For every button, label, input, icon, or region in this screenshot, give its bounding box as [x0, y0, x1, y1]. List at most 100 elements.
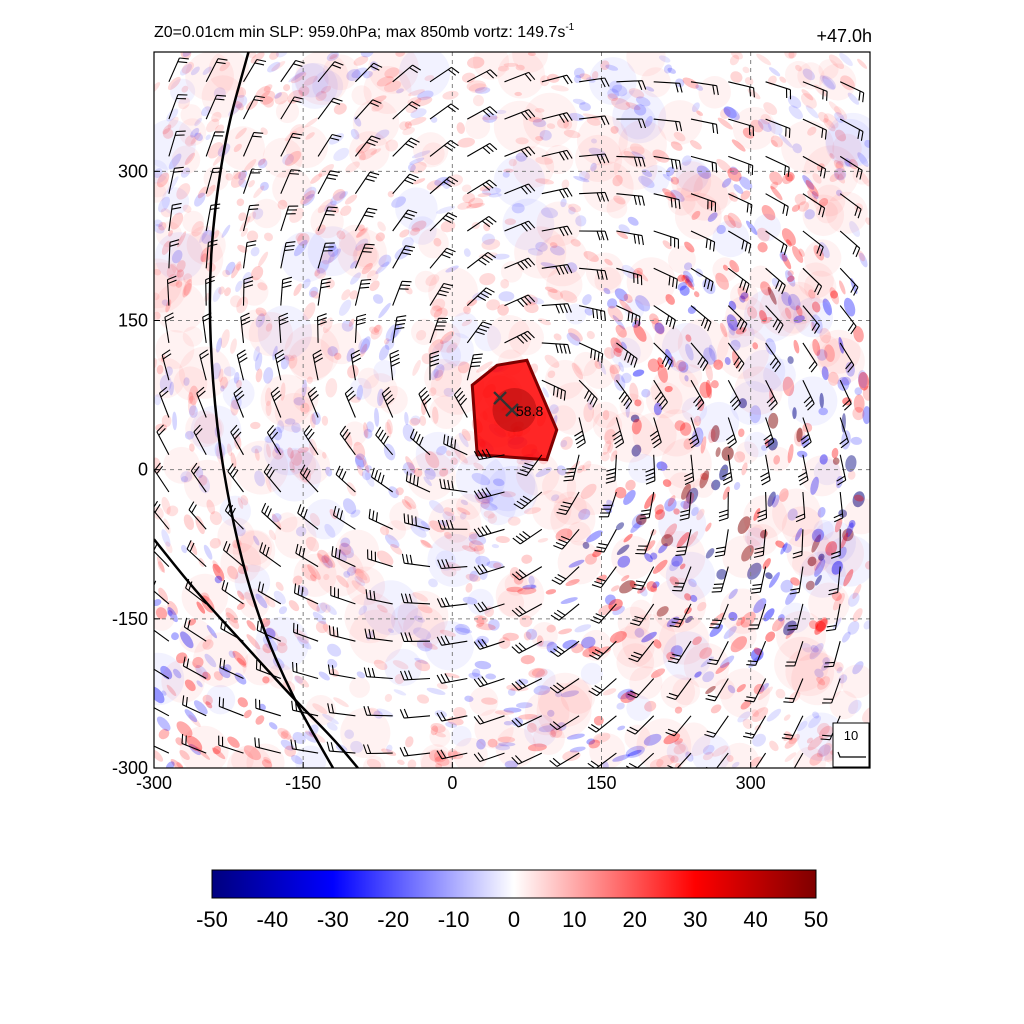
- vorticity-cell: [649, 313, 660, 325]
- vorticity-cell: [814, 574, 822, 586]
- vorticity-cell: [361, 262, 373, 275]
- vorticity-cell: [590, 162, 597, 172]
- chart-title: Z0=0.01cm min SLP: 959.0hPa; max 850mb v…: [154, 22, 574, 42]
- vorticity-cell: [585, 553, 597, 565]
- vorticity-cell: [494, 109, 507, 115]
- vorticity-cell: [189, 443, 195, 452]
- vorticity-cell: [610, 337, 623, 353]
- vorticity-cell: [412, 178, 426, 185]
- vorticity-cell: [834, 517, 843, 533]
- vorticity-cell: [235, 127, 247, 140]
- vorticity-cell: [339, 543, 354, 559]
- vorticity-cell: [259, 703, 266, 711]
- vorticity-cell: [369, 326, 380, 335]
- vorticity-cell: [435, 763, 443, 768]
- vorticity-cell: [340, 205, 352, 217]
- vorticity-cell: [206, 499, 216, 515]
- vorticity-cell: [276, 635, 288, 647]
- vorticity-cell: [227, 565, 239, 580]
- vorticity-cell: [471, 472, 491, 486]
- vorticity-cell: [858, 372, 870, 391]
- vorticity-cell: [393, 689, 407, 696]
- vorticity-cell: [457, 507, 471, 515]
- vorticity-cell: [266, 443, 271, 458]
- vorticity-cell: [615, 324, 627, 338]
- vorticity-cell: [473, 545, 485, 555]
- vorticity-cell: [154, 292, 160, 301]
- vorticity-cell: [607, 298, 618, 309]
- vorticity-cell: [671, 554, 683, 567]
- vorticity-cell: [621, 575, 630, 582]
- vorticity-cell: [848, 699, 862, 715]
- vorticity-cell: [254, 470, 265, 487]
- chart-title-unit-exponent: -1: [565, 22, 575, 33]
- vorticity-cell: [536, 635, 544, 647]
- vorticity-wash: [237, 530, 272, 566]
- vorticity-cell: [662, 479, 672, 487]
- vorticity-cell: [632, 369, 645, 377]
- vorticity-cell: [154, 268, 162, 276]
- vorticity-cell: [413, 96, 433, 107]
- vorticity-cell: [456, 627, 473, 634]
- vorticity-cell: [731, 139, 746, 152]
- vorticity-cell: [757, 119, 772, 132]
- vorticity-cell: [760, 316, 773, 324]
- vorticity-cell: [686, 531, 699, 548]
- vorticity-cell: [696, 508, 705, 521]
- vorticity-cell: [616, 230, 629, 240]
- vorticity-cell: [194, 192, 206, 207]
- vorticity-cell: [230, 399, 239, 416]
- vorticity-wash: [677, 318, 730, 370]
- vorticity-cell: [516, 702, 533, 709]
- vorticity-cell: [468, 83, 488, 94]
- vorticity-cell: [168, 153, 182, 170]
- vorticity-cell: [386, 744, 393, 753]
- vorticity-cell: [366, 758, 382, 768]
- vorticity-cell: [430, 725, 439, 736]
- vorticity-cell: [730, 52, 743, 60]
- vorticity-cell: [814, 618, 828, 635]
- vorticity-cell: [832, 617, 842, 630]
- vorticity-wash: [793, 746, 826, 768]
- vorticity-cell: [176, 260, 186, 273]
- vorticity-cell: [405, 456, 416, 474]
- vorticity-cell: [633, 324, 647, 342]
- vorticity-cell: [607, 443, 614, 454]
- vorticity-cell: [166, 684, 177, 697]
- vorticity-cell: [834, 129, 847, 142]
- vorticity-cell: [408, 116, 427, 126]
- vorticity-cell: [230, 171, 247, 188]
- vorticity-cell: [220, 329, 230, 349]
- vorticity-cell: [205, 134, 211, 141]
- vorticity-cell: [641, 631, 657, 643]
- vorticity-cell: [288, 354, 298, 369]
- vorticity-cell: [498, 742, 516, 747]
- vorticity-cell: [759, 682, 769, 693]
- vorticity-cell: [157, 561, 165, 573]
- vorticity-cell: [673, 508, 680, 515]
- vorticity-cell: [662, 188, 677, 200]
- vorticity-cell: [183, 273, 193, 284]
- vorticity-cell: [751, 707, 769, 723]
- vorticity-cell: [610, 585, 620, 592]
- vorticity-wash: [557, 540, 602, 585]
- vorticity-cell: [179, 63, 193, 76]
- vorticity-cell: [691, 506, 699, 517]
- vorticity-cell: [388, 486, 399, 499]
- vorticity-cell: [391, 196, 406, 208]
- vorticity-wash: [588, 57, 637, 105]
- vorticity-cell: [246, 634, 261, 650]
- vorticity-cell: [154, 357, 157, 369]
- vorticity-wash: [725, 295, 766, 337]
- vorticity-cell: [583, 402, 595, 423]
- vorticity-wash: [427, 533, 481, 588]
- vorticity-cell: [369, 280, 380, 292]
- vorticity-cell: [649, 758, 664, 768]
- vorticity-wash: [786, 529, 833, 576]
- vorticity-cell: [702, 751, 714, 761]
- vorticity-cell: [857, 370, 868, 389]
- colorbar-tick-label: -40: [257, 907, 289, 932]
- vorticity-cell: [785, 627, 796, 640]
- vorticity-wash: [487, 315, 532, 359]
- vorticity-cell: [356, 227, 369, 238]
